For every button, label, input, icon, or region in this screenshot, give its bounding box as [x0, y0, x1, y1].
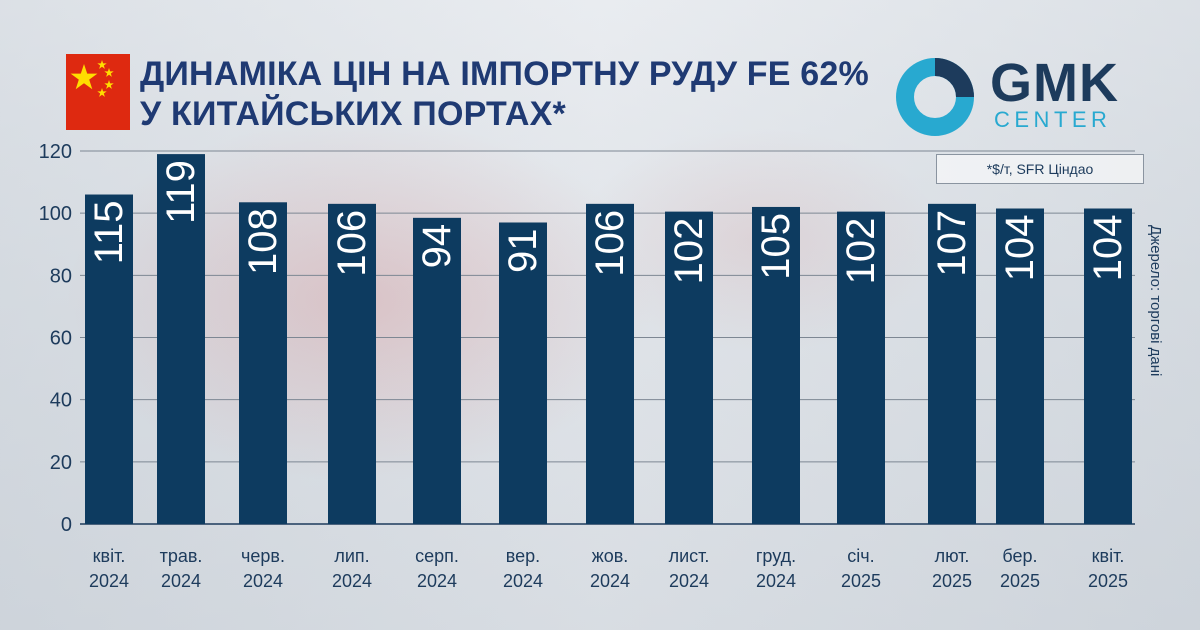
- x-tick-year: 2024: [502, 571, 544, 591]
- x-tick-label: бер. 2025: [975, 544, 1065, 594]
- x-tick-month: серп.: [415, 546, 459, 566]
- x-tick-label: серп. 2024: [392, 544, 482, 594]
- x-tick-label: лип. 2024: [307, 544, 397, 594]
- bar: [157, 154, 205, 524]
- bar: [1084, 208, 1132, 525]
- gmk-center-logo: GMK CENTER: [890, 52, 1140, 142]
- y-tick-label: 0: [61, 514, 72, 536]
- bar: [239, 202, 287, 524]
- page-title: ДИНАМІКА ЦІН НА ІМПОРТНУ РУДУ FE 62% У К…: [140, 55, 869, 133]
- x-tick-month: лют.: [934, 546, 970, 566]
- bar: [586, 203, 634, 524]
- x-tick-label: жов. 2024: [565, 544, 655, 594]
- bar-value-label: 107: [930, 210, 974, 277]
- x-tick-label: груд. 2024: [731, 544, 821, 594]
- bar-value-label: 102: [839, 218, 883, 285]
- bar: [85, 194, 133, 524]
- logo-main-text: GMK: [990, 53, 1119, 113]
- x-tick-month: квіт.: [1091, 546, 1125, 566]
- bar-value-label: 91: [501, 228, 545, 273]
- x-tick-label: січ. 2025: [816, 544, 906, 594]
- x-tick-month: трав.: [159, 546, 203, 566]
- x-tick-year: 2024: [416, 571, 458, 591]
- x-tick-month: квіт.: [92, 546, 126, 566]
- y-tick-label: 100: [39, 203, 72, 225]
- logo-sub-text: CENTER: [994, 107, 1112, 132]
- bar-value-label: 102: [667, 218, 711, 285]
- x-tick-month: січ.: [847, 546, 875, 566]
- gmk-logo-ring-icon: [896, 58, 974, 136]
- x-tick-month: жов.: [591, 546, 629, 566]
- bar-value-label: 106: [330, 210, 374, 277]
- x-tick-year: 2024: [755, 571, 797, 591]
- bar-value-label: 115: [87, 201, 131, 265]
- x-tick-label: квіт. 2025: [1063, 544, 1153, 594]
- x-tick-label: трав. 2024: [136, 544, 226, 594]
- x-tick-year: 2024: [160, 571, 202, 591]
- y-tick-label: 60: [50, 328, 72, 350]
- bar-value-label: 119: [159, 160, 203, 224]
- x-tick-year: 2025: [999, 571, 1041, 591]
- x-tick-month: бер.: [1002, 546, 1038, 566]
- bar: [413, 217, 461, 524]
- source-note: Джерело: торгові дані: [1147, 225, 1164, 377]
- unit-note: *$/т, SFR Ціндао: [936, 154, 1144, 184]
- y-tick-label: 80: [50, 265, 72, 287]
- x-tick-month: черв.: [241, 546, 285, 566]
- bar-value-label: 104: [998, 215, 1042, 282]
- x-tick-month: лист.: [668, 546, 710, 566]
- bar: [499, 222, 547, 524]
- y-tick-label: 40: [50, 390, 72, 412]
- bar: [665, 211, 713, 525]
- x-tick-year: 2025: [840, 571, 882, 591]
- x-tick-label: вер. 2024: [478, 544, 568, 594]
- bar: [928, 203, 976, 524]
- x-tick-year: 2025: [931, 571, 973, 591]
- x-tick-month: вер.: [505, 546, 541, 566]
- bar: [837, 211, 885, 525]
- x-tick-year: 2024: [668, 571, 710, 591]
- x-tick-label: черв. 2024: [218, 544, 308, 594]
- x-tick-label: лют. 2025: [907, 544, 997, 594]
- bar-value-label: 94: [415, 224, 459, 269]
- bar-value-label: 106: [588, 210, 632, 277]
- bar: [996, 208, 1044, 525]
- bar-value-label: 108: [241, 208, 285, 275]
- bar-value-label: 105: [754, 213, 798, 280]
- x-tick-year: 2025: [1087, 571, 1129, 591]
- bar-value-label: 104: [1086, 215, 1130, 282]
- x-tick-month: лип.: [334, 546, 370, 566]
- y-tick-label: 120: [39, 141, 72, 163]
- bar: [752, 206, 800, 524]
- x-tick-label: лист. 2024: [644, 544, 734, 594]
- y-tick-label: 20: [50, 452, 72, 474]
- x-tick-month: груд.: [755, 546, 797, 566]
- x-tick-year: 2024: [589, 571, 631, 591]
- x-tick-year: 2024: [331, 571, 373, 591]
- bar: [328, 203, 376, 524]
- x-tick-year: 2024: [88, 571, 130, 591]
- x-tick-label: квіт. 2024: [64, 544, 154, 594]
- x-tick-year: 2024: [242, 571, 284, 591]
- china-flag-icon: [66, 54, 130, 130]
